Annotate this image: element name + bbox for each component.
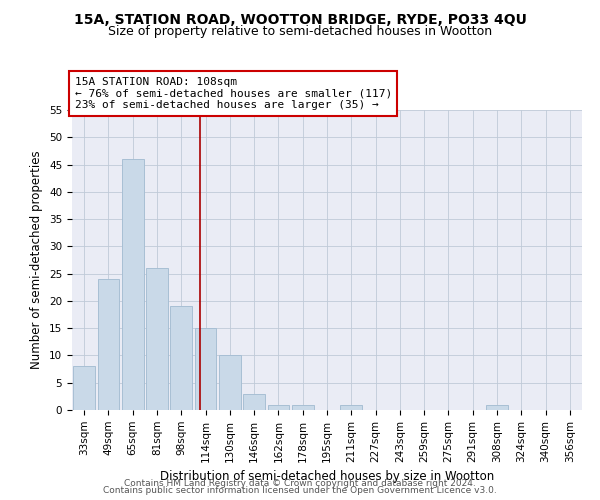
Bar xyxy=(219,356,241,410)
Text: 15A, STATION ROAD, WOOTTON BRIDGE, RYDE, PO33 4QU: 15A, STATION ROAD, WOOTTON BRIDGE, RYDE,… xyxy=(74,12,526,26)
Bar xyxy=(73,366,95,410)
Text: Contains public sector information licensed under the Open Government Licence v3: Contains public sector information licen… xyxy=(103,486,497,495)
Text: Contains HM Land Registry data © Crown copyright and database right 2024.: Contains HM Land Registry data © Crown c… xyxy=(124,478,476,488)
Text: Size of property relative to semi-detached houses in Wootton: Size of property relative to semi-detach… xyxy=(108,25,492,38)
X-axis label: Distribution of semi-detached houses by size in Wootton: Distribution of semi-detached houses by … xyxy=(160,470,494,483)
Bar xyxy=(146,268,168,410)
Text: 15A STATION ROAD: 108sqm
← 76% of semi-detached houses are smaller (117)
23% of : 15A STATION ROAD: 108sqm ← 76% of semi-d… xyxy=(74,77,392,110)
Bar xyxy=(486,404,508,410)
Bar xyxy=(340,404,362,410)
Bar xyxy=(292,404,314,410)
Bar xyxy=(97,279,119,410)
Bar xyxy=(268,404,289,410)
Bar xyxy=(243,394,265,410)
Bar xyxy=(194,328,217,410)
Bar xyxy=(122,159,143,410)
Y-axis label: Number of semi-detached properties: Number of semi-detached properties xyxy=(31,150,43,370)
Bar xyxy=(170,306,192,410)
